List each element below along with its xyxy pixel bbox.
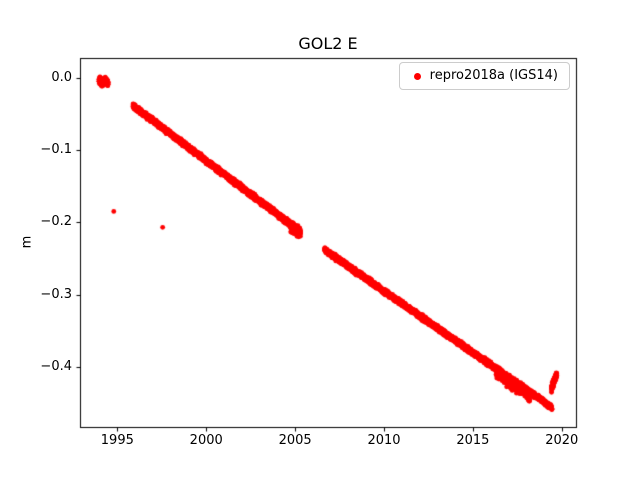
x-tick-label: 2005: [278, 433, 312, 448]
y-tick-label: −0.4: [40, 358, 72, 374]
y-tick-label: −0.2: [40, 214, 72, 230]
x-tick-label: 2015: [456, 433, 490, 448]
y-axis-label: m: [19, 235, 35, 249]
legend: repro2018a (IGS14): [398, 62, 570, 90]
x-tick-label: 1995: [100, 433, 134, 448]
x-tick-label: 2020: [545, 433, 579, 448]
y-tick-label: 0.0: [51, 69, 72, 85]
legend-marker-icon: [413, 72, 421, 80]
y-tick-label: −0.1: [40, 141, 72, 157]
x-tick-label: 2000: [189, 433, 223, 448]
chart-title: GOL2 E: [298, 34, 358, 53]
y-tick-label: −0.3: [40, 286, 72, 302]
legend-label: repro2018a (IGS14): [429, 68, 558, 83]
x-tick-label: 2010: [367, 433, 401, 448]
